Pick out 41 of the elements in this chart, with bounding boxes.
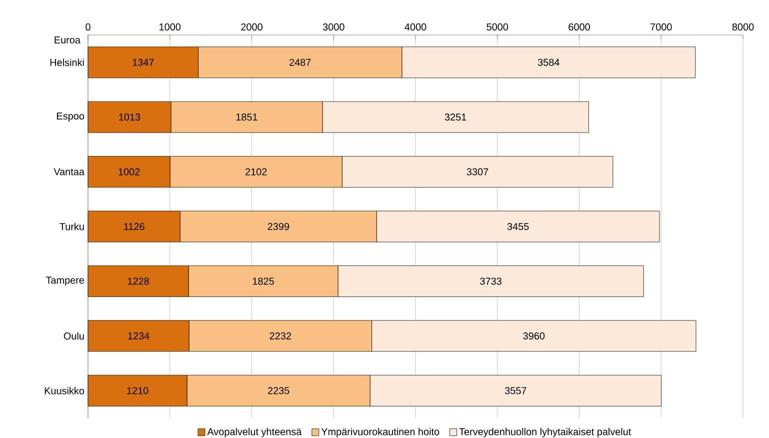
data-label: 2232 (270, 332, 291, 340)
data-label: 2399 (268, 222, 290, 230)
legend-label: Avopalvelut yhteensä (207, 428, 302, 438)
y-tick-label: Helsinki (50, 58, 84, 66)
x-tick-label: 2000 (241, 23, 262, 30)
x-tick-label: 5000 (486, 23, 508, 30)
data-label: 1210 (127, 387, 148, 394)
y-tick-label: Tampere (46, 276, 84, 286)
x-tick-label: 4000 (404, 23, 426, 30)
data-label: 1347 (132, 58, 154, 66)
data-label: 2487 (290, 58, 311, 66)
y-tick-label: Vantaa (54, 168, 84, 176)
y-tick-label: Turku (60, 222, 84, 230)
x-tick-label: 3000 (322, 23, 344, 30)
y-tick-label: Espoo (57, 112, 84, 122)
data-label: 1126 (124, 222, 144, 230)
legend-label: Ympärivuorokautinen hoito (321, 428, 440, 438)
data-label: 1228 (128, 278, 149, 285)
x-axis-title: Euroa (54, 36, 80, 44)
x-tick-label: 7000 (650, 23, 672, 30)
data-label: 2102 (246, 168, 267, 176)
data-label: 3307 (466, 168, 488, 176)
data-label: 2235 (268, 387, 290, 394)
data-label: 1851 (236, 114, 258, 121)
x-tick-label: 8000 (732, 23, 754, 30)
data-label: 3733 (480, 278, 502, 285)
data-label: 3251 (444, 114, 466, 121)
data-label: 3455 (507, 222, 529, 230)
data-label: 1002 (118, 168, 140, 176)
data-label: 3584 (538, 58, 560, 66)
y-tick-label: Kuusikko (44, 386, 84, 394)
data-label: 3960 (523, 332, 545, 340)
data-label: 1234 (128, 332, 150, 340)
legend-label: Terveydenhuollon lyhytaikaiset palvelut (459, 428, 632, 438)
data-label: 3557 (504, 387, 526, 394)
data-label: 1825 (252, 278, 274, 285)
y-tick-label: Oulu (64, 332, 84, 340)
x-tick-label: 1000 (160, 23, 181, 30)
x-tick-label: 6000 (568, 23, 590, 30)
x-tick-label: 0 (86, 23, 90, 30)
data-label: 1013 (119, 114, 140, 121)
